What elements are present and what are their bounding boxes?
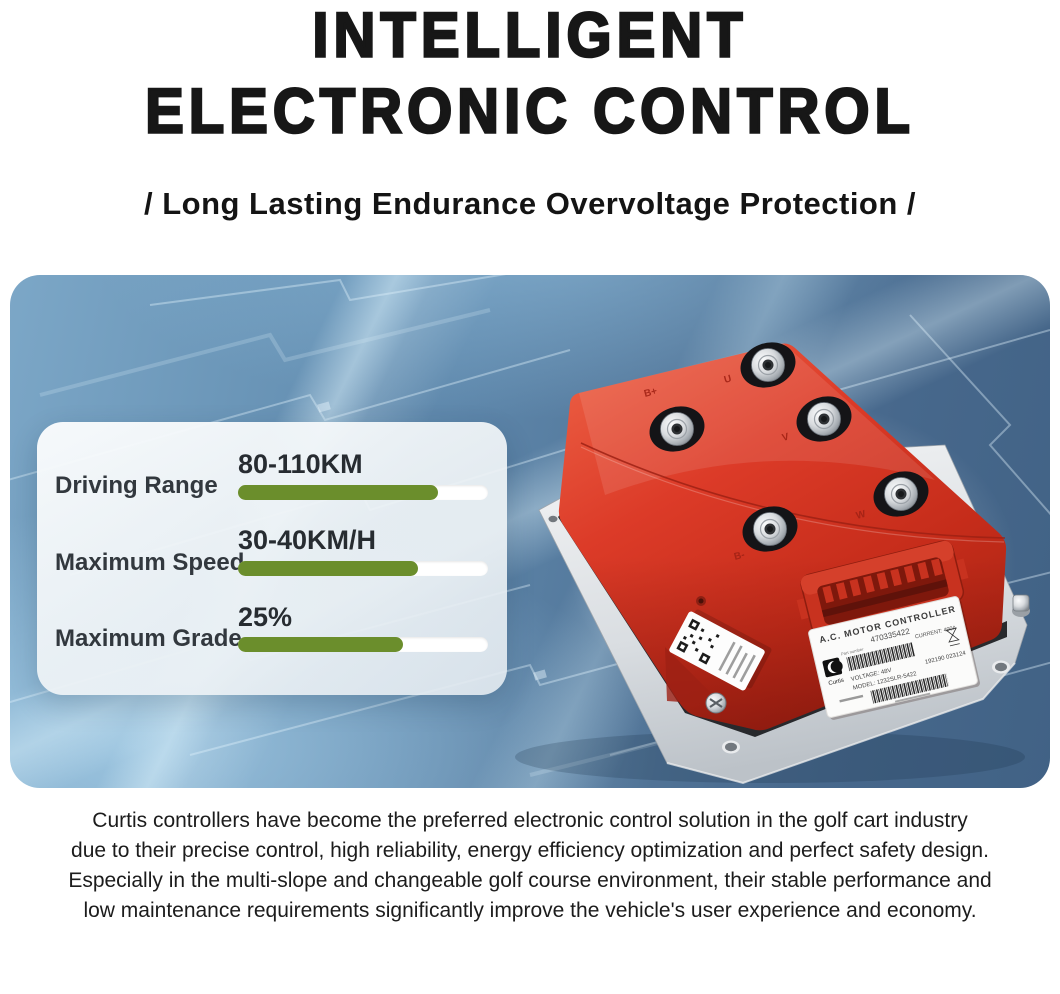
terminal [649,406,705,452]
hero-banner: U B+ V B- W [10,275,1050,788]
package-icon [945,627,960,647]
terminal-label: U [723,373,733,385]
page-title-line2: ELECTRONIC CONTROL [144,75,915,148]
power-terminals: U B+ V B- W [643,342,929,563]
brand-name: Curtis [828,678,845,687]
description-line: Especially in the multi-slope and change… [68,869,992,892]
terminal-label: B+ [643,386,659,400]
terminal [796,396,852,442]
description-line: Curtis controllers have become the prefe… [92,809,968,832]
progress-fill [238,485,438,500]
description-paragraph: Curtis controllers have become the prefe… [20,806,1040,926]
qr-code-sticker [669,609,772,691]
terminal [742,506,798,552]
product-illustration: U B+ V B- W [515,342,1030,785]
specs-card: 80-110KM Driving Range 30-40KM/H Maximum… [37,422,507,695]
spec-label: Maximum Speed [55,549,245,576]
terminal-label: V [781,431,791,443]
corner-screw [705,692,727,714]
corner-gusset [665,647,723,705]
progress-track [238,637,488,652]
terminal-label: B- [733,550,746,563]
page-title-line1: INTELLIGENT [311,0,748,72]
side-stud [1012,594,1030,617]
curtis-logo: Curtis [822,657,845,687]
spec-label: Driving Range [55,472,218,499]
description-line: due to their precise control, high relia… [71,839,989,862]
page-subtitle: / Long Lasting Endurance Overvoltage Pro… [143,186,917,221]
terminal-label: W [855,509,868,522]
barcode [845,642,916,672]
description-line: low maintenance requirements significant… [83,899,977,922]
progress-fill [238,561,418,576]
terminal [740,342,796,388]
progress-fill [238,637,403,652]
qr-code [676,618,720,665]
spec-value: 30-40KM/H [238,525,377,555]
product-label: A.C. MOTOR CONTROLLER 470335422 Part num… [808,596,980,720]
spec-value: 80-110KM [238,449,363,479]
progress-track [238,485,488,500]
spec-label: Maximum Grade [55,625,242,652]
label-part-number-caption: Part number [840,646,864,656]
terminal [873,471,929,517]
barcode [870,673,949,704]
spec-value: 25% [238,602,293,632]
connector [796,540,969,636]
progress-track [238,561,488,576]
